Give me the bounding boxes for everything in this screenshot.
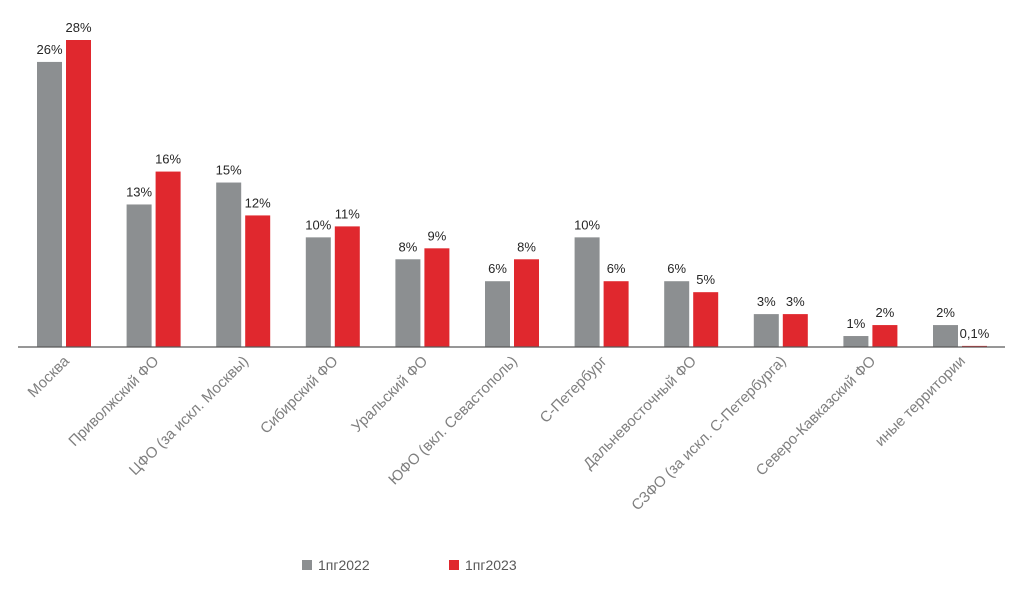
bar-series-1-7 bbox=[574, 237, 600, 347]
value-label-series-2-8: 5% bbox=[696, 272, 715, 287]
category-label-7: С-Петербург bbox=[537, 352, 611, 426]
legend-label-series-2: 1пг2023 bbox=[465, 557, 517, 573]
bar-series-1-9 bbox=[753, 314, 779, 347]
bar-series-2-10 bbox=[872, 325, 898, 347]
category-label-9: СЗФО (за искл. С-Петербурга) bbox=[628, 353, 789, 514]
value-label-series-1-9: 3% bbox=[757, 294, 776, 309]
bars-group bbox=[37, 40, 987, 348]
bar-series-1-1 bbox=[37, 61, 62, 348]
bar-series-2-9 bbox=[782, 314, 808, 347]
value-label-series-1-3: 15% bbox=[216, 163, 242, 178]
legend-swatch-series-2 bbox=[449, 560, 459, 570]
legend-swatch-series-1 bbox=[302, 560, 312, 570]
bar-series-1-11 bbox=[933, 325, 958, 347]
bar-series-1-8 bbox=[664, 281, 690, 347]
value-label-series-2-3: 12% bbox=[245, 195, 271, 210]
value-label-series-1-5: 8% bbox=[399, 239, 418, 254]
legend-label-series-1: 1пг2022 bbox=[318, 557, 370, 573]
value-label-series-2-6: 8% bbox=[517, 239, 536, 254]
value-label-series-1-11: 2% bbox=[936, 305, 955, 320]
value-label-series-1-6: 6% bbox=[488, 261, 507, 276]
category-label-2: Приволжский ФО bbox=[65, 353, 162, 450]
bar-series-2-4 bbox=[334, 226, 360, 347]
value-labels-group: 26%28% 13% 16% 15% 12% 10% 11% 8% 9% 6% 8% 10% 6% 6% 5… bbox=[36, 20, 989, 341]
bar-series-1-10 bbox=[843, 336, 869, 347]
bar-series-2-7 bbox=[603, 281, 629, 347]
value-label-series-2-2: 16% bbox=[155, 152, 181, 167]
bar-series-2-6 bbox=[514, 259, 539, 347]
category-label-5: Уральский ФО bbox=[348, 353, 431, 436]
bar-series-1-3 bbox=[216, 182, 242, 347]
bar-series-1-2 bbox=[126, 204, 152, 347]
value-label-series-1-8: 6% bbox=[667, 261, 686, 276]
value-label-series-1-2: 13% bbox=[126, 184, 152, 199]
value-label-series-1-1: 26% bbox=[36, 42, 62, 57]
category-label-4: Сибирский ФО bbox=[257, 353, 342, 438]
category-label-11: иные территории bbox=[872, 353, 969, 450]
bar-series-1-5 bbox=[395, 259, 421, 347]
value-label-series-1-7: 10% bbox=[574, 217, 600, 232]
bar-series-2-1 bbox=[66, 40, 91, 347]
value-label-series-2-5: 9% bbox=[428, 228, 447, 243]
value-label-series-2-10: 2% bbox=[876, 305, 895, 320]
bar-series-1-6 bbox=[485, 281, 510, 347]
bar-series-2-8 bbox=[693, 292, 719, 347]
value-label-series-1-4: 10% bbox=[305, 217, 331, 232]
bar-series-2-2 bbox=[155, 171, 181, 347]
value-label-series-2-7: 6% bbox=[607, 261, 626, 276]
value-label-series-2-11: 0,1% bbox=[960, 326, 990, 341]
legend: 1пг2022 1пг2023 bbox=[302, 557, 517, 573]
bar-series-2-5 bbox=[424, 248, 450, 347]
bar-series-1-4 bbox=[305, 237, 331, 347]
value-label-series-2-4: 11% bbox=[335, 206, 360, 221]
value-label-series-2-9: 3% bbox=[786, 294, 805, 309]
bar-series-2-3 bbox=[245, 215, 271, 347]
value-label-series-1-10: 1% bbox=[847, 316, 866, 331]
category-label-1: Москва bbox=[25, 352, 74, 401]
value-label-series-2-1: 28% bbox=[65, 20, 91, 35]
